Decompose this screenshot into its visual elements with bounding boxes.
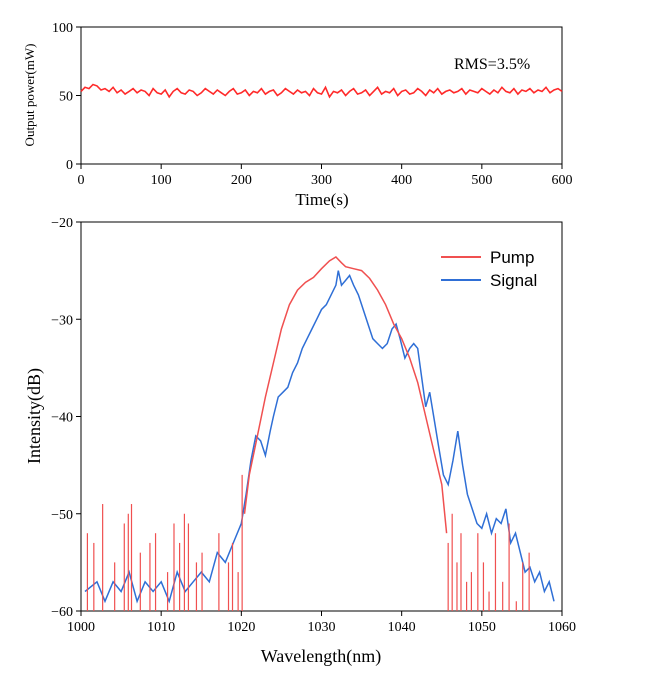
pump-series-line <box>243 256 448 534</box>
power-trace <box>80 83 563 99</box>
legend-signal-label: Signal <box>490 271 537 290</box>
top-x-tick-label: 200 <box>231 173 252 188</box>
top-x-tick-label: 600 <box>552 173 573 188</box>
top-x-tick-label: 400 <box>391 173 412 188</box>
top-x-tick-label: 500 <box>471 173 492 188</box>
top-x-axis-label: Time(s) <box>295 190 348 209</box>
bottom-y-tick-label: −50 <box>51 508 73 523</box>
signal-series-line <box>84 270 555 604</box>
bottom-x-tick-label: 1010 <box>147 620 175 635</box>
bottom-y-tick-label: −40 <box>51 411 73 426</box>
top-x-tick-label: 300 <box>311 173 332 188</box>
spectrum-traces <box>84 256 555 611</box>
power-trace-line <box>80 83 563 99</box>
bottom-x-tick-label: 1040 <box>388 620 416 635</box>
top-x-tick-label: 100 <box>151 173 172 188</box>
bottom-x-axis-label: Wavelength(nm) <box>261 646 382 667</box>
time-power-panel: 0 100 200 300 400 500 600 0 50 100 RMS=3.5% Time(… <box>22 21 573 209</box>
bottom-y-tick-label: −60 <box>51 605 73 620</box>
top-y-tick-label: 0 <box>66 158 73 173</box>
bottom-x-tick-label: 1050 <box>468 620 496 635</box>
top-y-axis-label: Output power(mW) <box>22 44 37 147</box>
bottom-x-tick-label: 1020 <box>227 620 255 635</box>
top-y-tick-label: 100 <box>52 21 73 36</box>
bottom-x-tick-label: 1000 <box>67 620 95 635</box>
spectrum-panel: 1000 1010 1020 1030 1040 1050 1060 −60 −50 −40 −30… <box>24 216 576 667</box>
top-x-tick-label: 0 <box>78 173 85 188</box>
bottom-y-tick-label: −30 <box>51 313 73 328</box>
bottom-x-tick-label: 1030 <box>308 620 336 635</box>
bottom-y-tick-label: −20 <box>51 216 73 231</box>
bottom-y-axis-label: Intensity(dB) <box>24 368 45 464</box>
rms-annotation: RMS=3.5% <box>454 56 530 73</box>
top-y-tick-label: 50 <box>59 90 73 105</box>
top-plot-frame <box>80 26 563 165</box>
legend: Pump Signal <box>441 248 537 290</box>
bottom-ticks: 1000 1010 1020 1030 1040 1050 1060 −60 −50 −40 −30… <box>51 216 576 635</box>
bottom-x-tick-label: 1060 <box>548 620 576 635</box>
top-ticks: 0 100 200 300 400 500 600 0 50 100 <box>52 21 573 188</box>
legend-pump-label: Pump <box>490 248 534 267</box>
